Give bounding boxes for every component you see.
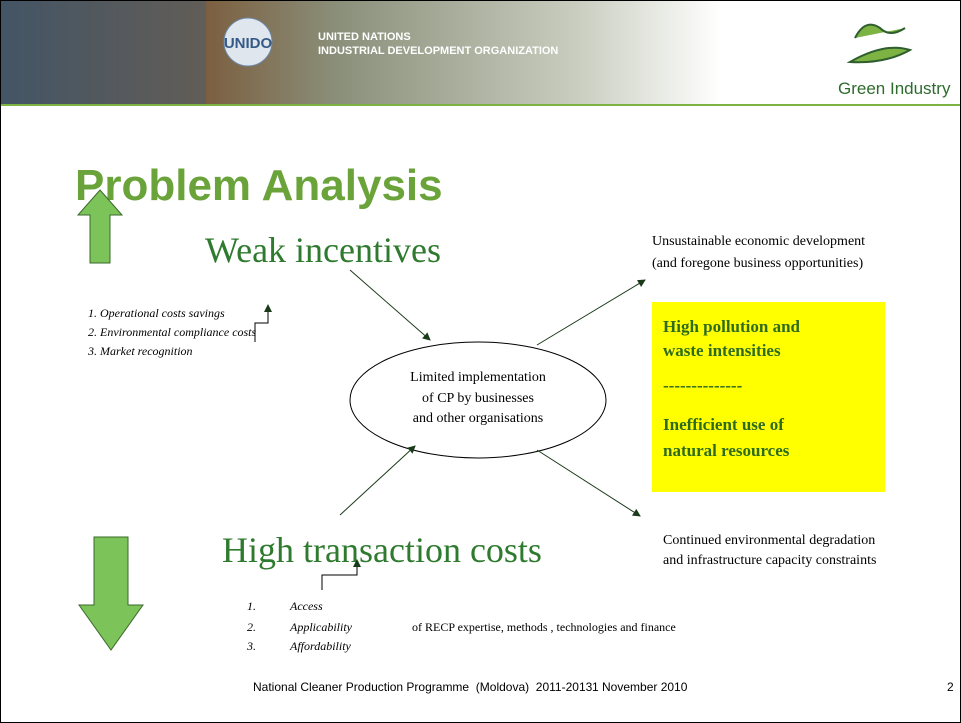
heading: Weak incentives xyxy=(205,230,441,270)
outcome-line: (and foregone business opportunities) xyxy=(652,256,863,271)
list-item: 1. Operational costs savings xyxy=(88,306,225,320)
suffix: of RECP expertise, methods , technologie… xyxy=(412,620,676,634)
outcome-line: Unsustainable economic development xyxy=(652,234,865,249)
item-num: 1. xyxy=(247,599,256,613)
item-num: 3. xyxy=(246,639,256,653)
org-line: UNITED NATIONS xyxy=(318,31,411,43)
org-line: INDUSTRIAL DEVELOPMENT ORGANIZATION xyxy=(318,45,558,57)
outcome-line: and infrastructure capacity constraints xyxy=(663,553,876,568)
footer-date: 1 November 2010 xyxy=(592,680,688,694)
list-item: 2. Environmental compliance costs xyxy=(88,325,257,339)
list-item: 3. Market recognition xyxy=(87,344,193,358)
item-num: 2. xyxy=(247,620,256,634)
brand: Green Industry xyxy=(838,79,951,98)
footer-programme: National Cleaner Production Programme (M… xyxy=(253,680,593,694)
title: Problem Analysis xyxy=(75,161,443,210)
box-line: -------------- xyxy=(663,376,743,395)
box-line: natural resources xyxy=(663,441,790,460)
center-line: of CP by businesses xyxy=(422,391,534,406)
outcome-line: Continued environmental degradation xyxy=(663,533,875,548)
item-text: Applicability xyxy=(289,620,353,634)
slide: UNIDO UNITED NATIONS INDUSTRIAL DEVELOPM… xyxy=(0,0,961,723)
item-text: Affordability xyxy=(289,639,352,653)
header-photo xyxy=(1,1,206,105)
heading: High transaction costs xyxy=(222,530,542,570)
logo-text: UNIDO xyxy=(224,35,273,52)
item-text: Access xyxy=(289,599,323,613)
box-line: Inefficient use of xyxy=(663,415,784,434)
box-line: waste intensities xyxy=(663,341,781,360)
footer-page: 2 xyxy=(947,680,954,694)
center-line: and other organisations xyxy=(413,411,543,426)
box-line: High pollution and xyxy=(663,317,801,336)
center-line: Limited implementation xyxy=(410,370,546,385)
